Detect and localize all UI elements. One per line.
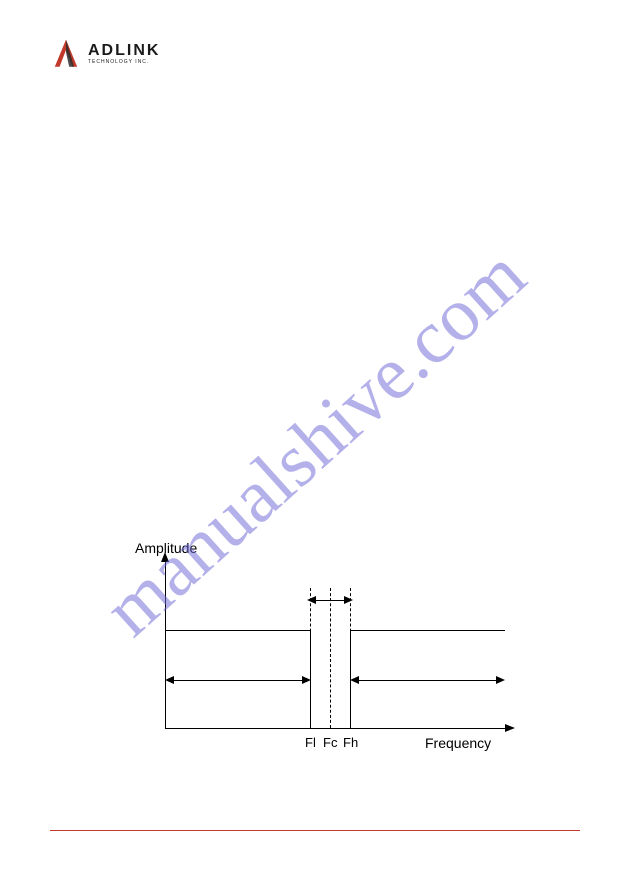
logo-mark-icon — [50, 38, 82, 70]
brand-logo: ADLINK TECHNOLOGY INC. — [50, 38, 160, 70]
arrow-right-icon — [344, 596, 353, 604]
page-root: ADLINK TECHNOLOGY INC. manualshive.com A… — [0, 0, 630, 893]
x-axis-label: Frequency — [425, 735, 491, 751]
top-span-line — [315, 600, 345, 601]
fh-dashed — [350, 588, 351, 728]
arrow-right-icon — [496, 676, 505, 684]
logo-tagline: TECHNOLOGY INC. — [88, 60, 160, 65]
tick-fh: Fh — [343, 735, 358, 750]
arrow-right-icon — [505, 724, 515, 732]
y-axis-line — [165, 560, 166, 728]
arrow-right-icon — [302, 676, 311, 684]
passband-right-line — [350, 630, 505, 631]
arrow-left-icon — [307, 596, 316, 604]
tick-fc: Fc — [323, 735, 337, 750]
fl-dashed — [310, 588, 311, 728]
tick-fl: Fl — [305, 735, 316, 750]
right-span-line — [358, 680, 498, 681]
logo-brand: ADLINK — [88, 43, 160, 59]
arrow-up-icon — [161, 552, 169, 562]
footer-rule — [50, 830, 580, 831]
left-span-line — [173, 680, 304, 681]
fc-dashed — [330, 588, 331, 728]
passband-left-line — [165, 630, 310, 631]
arrow-left-icon — [350, 676, 359, 684]
logo-text: ADLINK TECHNOLOGY INC. — [88, 43, 160, 65]
x-axis-line — [165, 728, 505, 729]
arrow-left-icon — [165, 676, 174, 684]
bandstop-diagram: Amplitude Fl — [105, 540, 525, 765]
